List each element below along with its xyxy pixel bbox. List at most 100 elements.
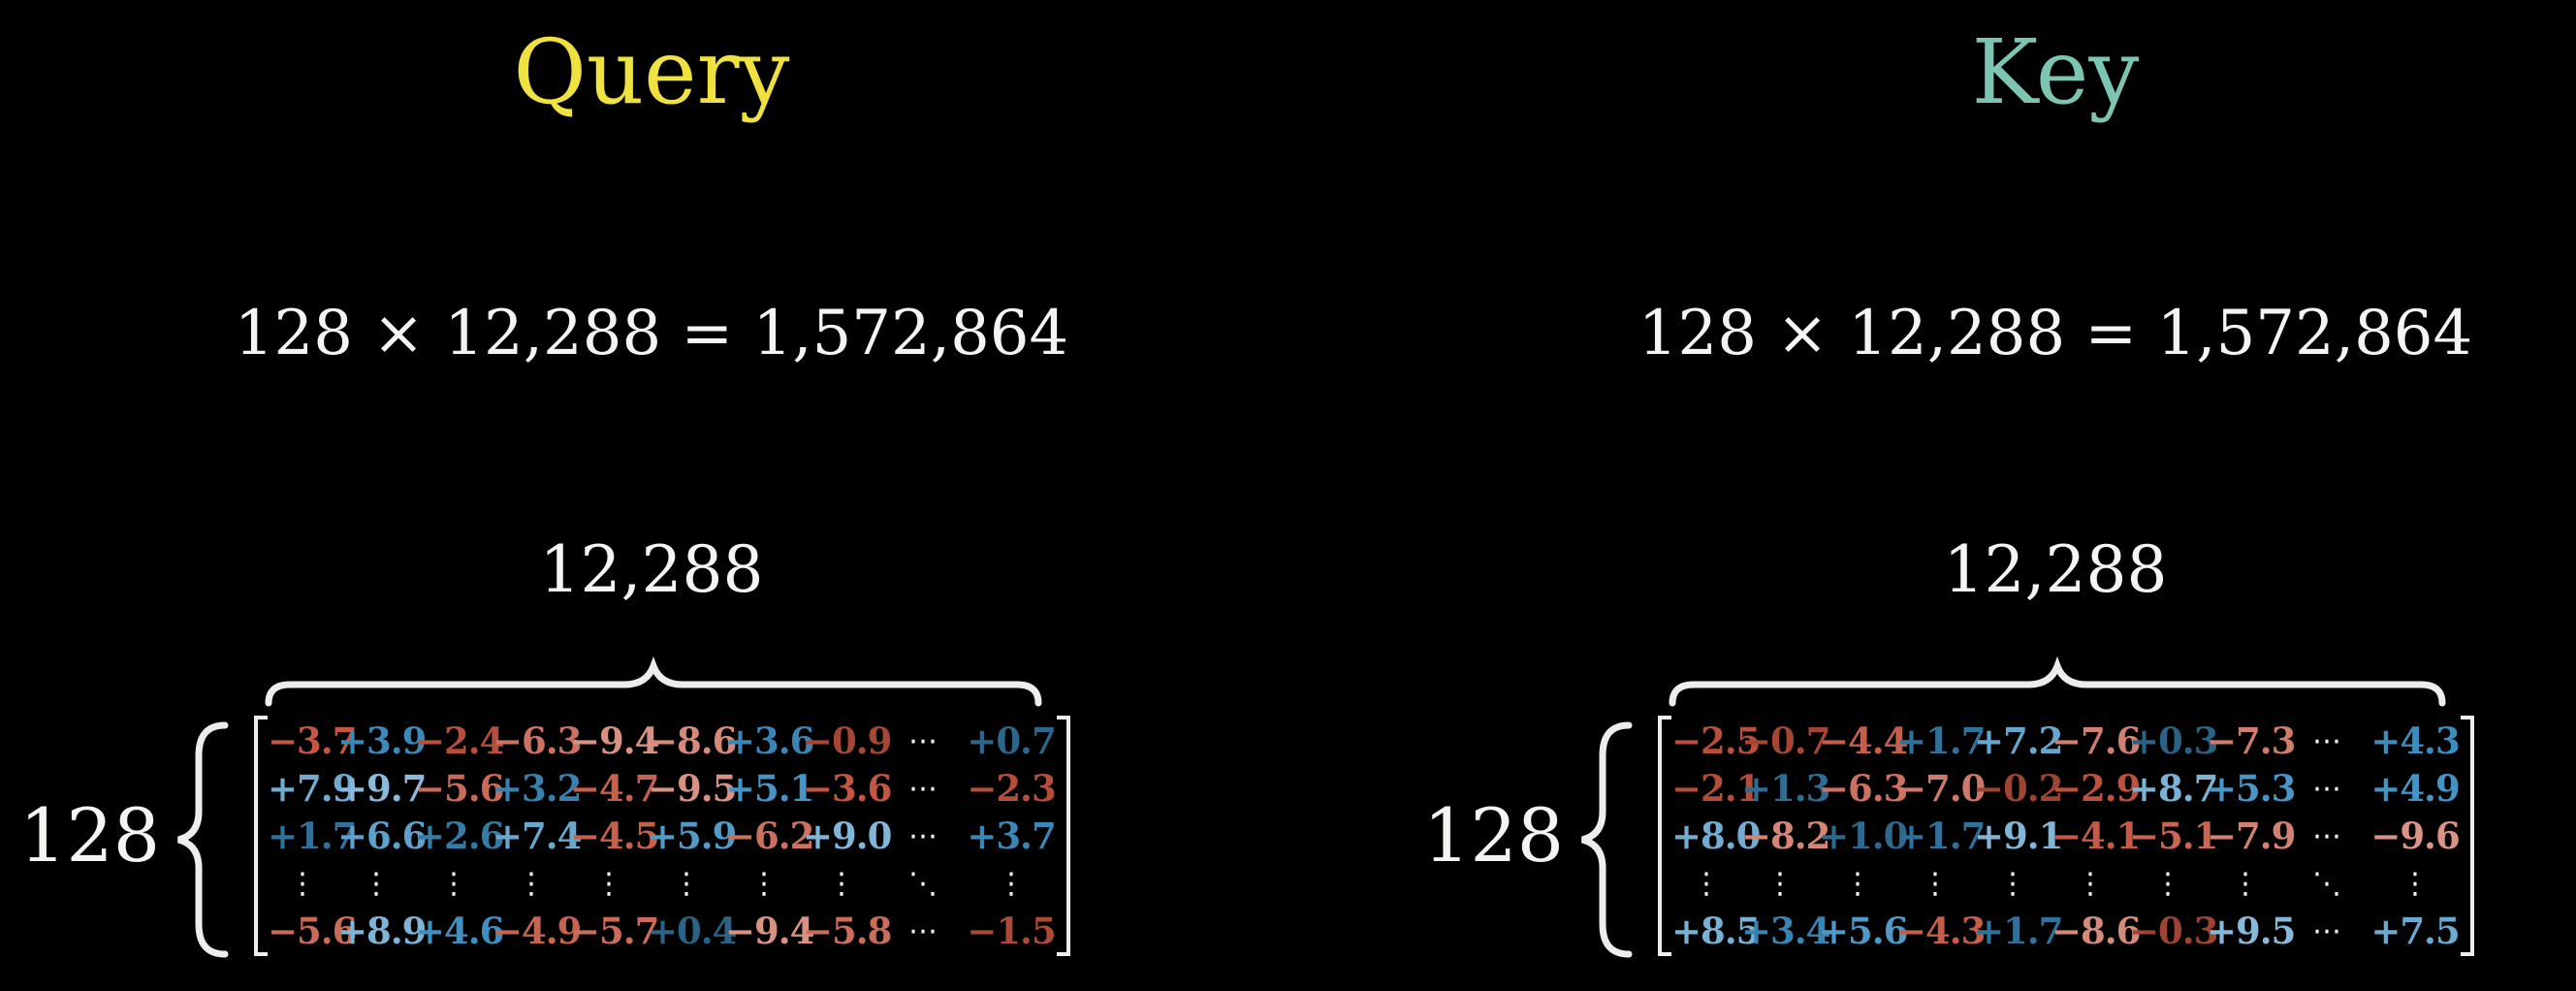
key-matrix: −2.5 −0.7 −4.4 +1.7 +7.2 −7.6 +0.3 −7.3 ⋯ +4.3 −2.…: [1658, 716, 2474, 956]
matrix-value: +9.0: [803, 815, 892, 857]
matrix-value: +8.5: [1671, 910, 1761, 952]
matrix-value: −5.6: [415, 767, 504, 810]
key-matrix-cells: −2.5 −0.7 −4.4 +1.7 +7.2 −7.6 +0.3 −7.3 ⋯ +4.3 −2.…: [1671, 716, 2461, 956]
matrix-ellipsis: ⋮: [517, 867, 546, 901]
matrix-value: +3.6: [725, 719, 814, 762]
matrix-value: −2.5: [1671, 719, 1761, 762]
matrix-ellipsis: ⋯: [2312, 772, 2341, 806]
matrix-value: −9.5: [648, 767, 737, 810]
matrix-ellipsis: ⋮: [1998, 867, 2027, 901]
matrix-value: +1.3: [1741, 767, 1830, 810]
matrix-value: −8.6: [2051, 910, 2141, 952]
query-panel: Query 128 × 12,288 = 1,572,864 12,288 12…: [0, 0, 1173, 991]
matrix-value: −9.4: [725, 910, 814, 952]
matrix-ellipsis: ⋮: [594, 867, 623, 901]
matrix-value: −7.6: [2051, 719, 2141, 762]
matrix-value: −2.4: [415, 719, 504, 762]
matrix-value: +8.9: [337, 910, 427, 952]
matrix-value: −5.7: [570, 910, 659, 952]
matrix-value: −8.6: [648, 719, 737, 762]
matrix-ellipsis: ⋮: [2401, 867, 2430, 901]
matrix-value: +8.7: [2129, 767, 2218, 810]
matrix-value: −3.7: [268, 719, 357, 762]
matrix-ellipsis: ⋱: [2312, 867, 2341, 901]
query-title: Query: [513, 20, 790, 124]
matrix-value: −9.4: [570, 719, 659, 762]
matrix-value: −0.3: [2129, 910, 2218, 952]
matrix-value: +5.9: [648, 815, 737, 857]
matrix-value: +0.7: [967, 719, 1056, 762]
matrix-value: −2.3: [967, 767, 1056, 810]
matrix-ellipsis: ⋮: [1921, 867, 1950, 901]
matrix-ellipsis: ⋮: [439, 867, 468, 901]
matrix-value: −4.3: [1896, 910, 1986, 952]
query-left-brace: [176, 721, 229, 958]
matrix-value: −4.5: [570, 815, 659, 857]
matrix-value: −6.3: [1819, 767, 1908, 810]
matrix-value: +3.7: [967, 815, 1056, 857]
matrix-value: −5.8: [803, 910, 892, 952]
matrix-value: −6.2: [725, 815, 814, 857]
matrix-value: +4.9: [2370, 767, 2460, 810]
matrix-ellipsis: ⋮: [749, 867, 779, 901]
matrix-ellipsis: ⋮: [997, 867, 1026, 901]
matrix-value: +9.5: [2207, 910, 2296, 952]
matrix-value: +4.3: [2370, 719, 2460, 762]
query-overbrace: [265, 655, 1042, 707]
matrix-value: −4.1: [2051, 815, 2141, 857]
matrix-value: +3.2: [493, 767, 582, 810]
matrix-value: −4.4: [1819, 719, 1908, 762]
matrix-value: +6.6: [337, 815, 427, 857]
matrix-value: −5.1: [2129, 815, 2218, 857]
matrix-value: +5.3: [2207, 767, 2296, 810]
matrix-ellipsis: ⋮: [1765, 867, 1795, 901]
matrix-value: −7.3: [2207, 719, 2296, 762]
query-matrix-left-bracket: [254, 716, 268, 956]
matrix-ellipsis: ⋯: [2312, 914, 2341, 948]
matrix-value: +1.0: [1819, 815, 1908, 857]
matrix-value: −0.9: [803, 719, 892, 762]
matrix-ellipsis: ⋮: [1843, 867, 1872, 901]
matrix-value: +1.7: [1896, 815, 1986, 857]
matrix-ellipsis: ⋯: [908, 772, 938, 806]
matrix-value: +3.9: [337, 719, 427, 762]
matrix-value: +2.6: [415, 815, 504, 857]
matrix-ellipsis: ⋯: [2312, 819, 2341, 853]
matrix-value: −9.6: [2370, 815, 2460, 857]
matrix-ellipsis: ⋮: [288, 867, 317, 901]
matrix-ellipsis: ⋮: [2153, 867, 2182, 901]
matrix-ellipsis: ⋮: [672, 867, 701, 901]
key-title: Key: [1971, 20, 2140, 124]
matrix-ellipsis: ⋮: [827, 867, 856, 901]
matrix-ellipsis: ⋯: [2312, 724, 2341, 758]
key-matrix-right-bracket: [2461, 716, 2474, 956]
matrix-value: −0.2: [1974, 767, 2063, 810]
key-column-count-label: 12,288: [1943, 532, 2168, 607]
query-size-equation: 128 × 12,288 = 1,572,864: [234, 298, 1069, 369]
matrix-value: +1.7: [1974, 910, 2063, 952]
matrix-value: +7.4: [493, 815, 582, 857]
matrix-value: −1.5: [967, 910, 1056, 952]
matrix-value: +0.4: [648, 910, 737, 952]
matrix-ellipsis: ⋮: [2076, 867, 2105, 901]
matrix-value: −7.9: [2207, 815, 2296, 857]
matrix-value: −0.7: [1741, 719, 1830, 762]
matrix-value: −2.9: [2051, 767, 2141, 810]
matrix-value: +5.1: [725, 767, 814, 810]
matrix-value: +4.6: [415, 910, 504, 952]
matrix-value: −6.3: [493, 719, 582, 762]
matrix-value: −2.1: [1671, 767, 1761, 810]
matrix-value: −4.9: [493, 910, 582, 952]
key-left-brace: [1580, 721, 1633, 958]
matrix-value: −5.6: [268, 910, 357, 952]
matrix-ellipsis: ⋯: [908, 724, 938, 758]
matrix-ellipsis: ⋮: [2231, 867, 2260, 901]
key-overbrace: [1669, 655, 2446, 707]
query-matrix-cells: −3.7 +3.9 −2.4 −6.3 −9.4 −8.6 +3.6 −0.9 ⋯ +0.7 +7.…: [268, 716, 1057, 956]
key-panel: Key 128 × 12,288 = 1,572,864 12,288 128 …: [1404, 0, 2576, 991]
matrix-ellipsis: ⋮: [1692, 867, 1721, 901]
matrix-ellipsis: ⋯: [908, 819, 938, 853]
matrix-value: +7.9: [268, 767, 357, 810]
matrix-value: −7.0: [1896, 767, 1986, 810]
